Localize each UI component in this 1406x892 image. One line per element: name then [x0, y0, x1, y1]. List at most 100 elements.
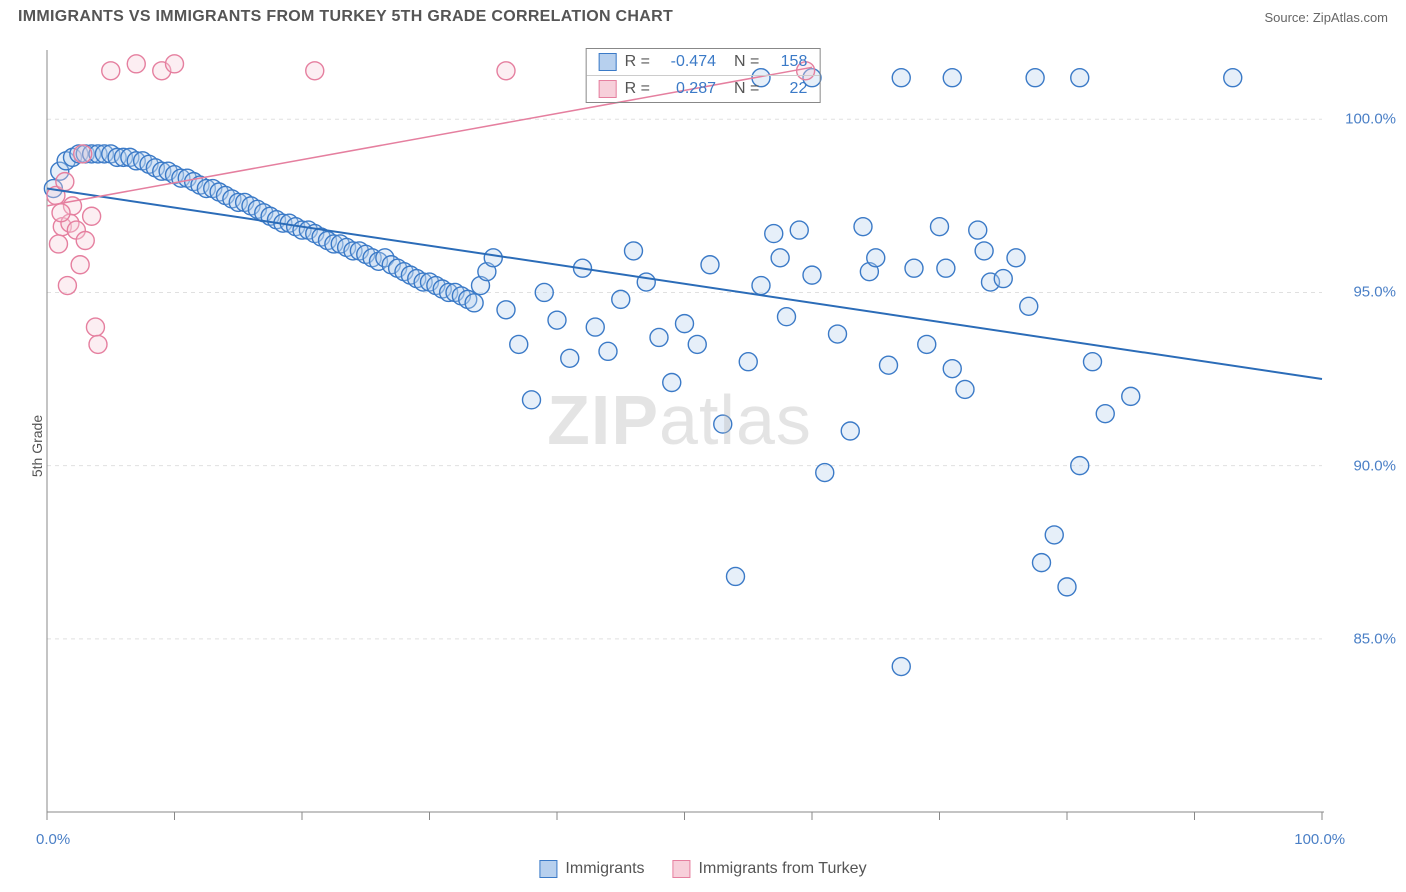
scatter-point	[727, 567, 745, 585]
scatter-point	[586, 318, 604, 336]
scatter-point	[497, 62, 515, 80]
scatter-point	[854, 218, 872, 236]
scatter-point	[58, 277, 76, 295]
scatter-point	[969, 221, 987, 239]
n-value: 158	[767, 53, 807, 71]
series-legend: Immigrants Immigrants from Turkey	[539, 860, 866, 878]
scatter-point	[816, 464, 834, 482]
scatter-point	[1058, 578, 1076, 596]
scatter-point	[625, 242, 643, 260]
scatter-point	[49, 235, 67, 253]
scatter-point	[166, 55, 184, 73]
scatter-point	[765, 225, 783, 243]
scatter-point	[637, 273, 655, 291]
scatter-point	[497, 301, 515, 319]
scatter-point	[739, 353, 757, 371]
n-value: 22	[767, 80, 807, 98]
chart-plot-area: ZIPatlas	[35, 48, 1324, 822]
legend-swatch	[673, 860, 691, 878]
scatter-point	[1071, 457, 1089, 475]
source-attribution: Source: ZipAtlas.com	[1264, 10, 1388, 25]
scatter-point	[1033, 554, 1051, 572]
scatter-point	[701, 256, 719, 274]
scatter-point	[688, 335, 706, 353]
scatter-point	[676, 315, 694, 333]
scatter-point	[829, 325, 847, 343]
y-tick-label: 100.0%	[1345, 111, 1396, 128]
scatter-point	[1224, 69, 1242, 87]
scatter-point	[1122, 387, 1140, 405]
scatter-point	[86, 318, 104, 336]
legend-swatch	[599, 80, 617, 98]
x-tick-label-min: 0.0%	[36, 831, 70, 848]
y-tick-label: 95.0%	[1353, 284, 1396, 301]
legend-swatch	[539, 860, 557, 878]
chart-title: IMMIGRANTS VS IMMIGRANTS FROM TURKEY 5TH…	[18, 8, 673, 26]
y-tick-label: 85.0%	[1353, 630, 1396, 647]
scatter-point	[905, 259, 923, 277]
legend-item: Immigrants	[539, 860, 644, 878]
scatter-point	[880, 356, 898, 374]
scatter-point	[1084, 353, 1102, 371]
r-value: -0.474	[658, 53, 716, 71]
scatter-point	[1071, 69, 1089, 87]
correlation-legend-row: R = -0.474 N = 158	[587, 49, 820, 75]
scatter-point	[650, 328, 668, 346]
scatter-point	[663, 374, 681, 392]
scatter-point	[918, 335, 936, 353]
scatter-point	[74, 145, 92, 163]
scatter-point	[1007, 249, 1025, 267]
legend-item: Immigrants from Turkey	[673, 860, 867, 878]
scatter-point	[306, 62, 324, 80]
scatter-point	[892, 658, 910, 676]
scatter-point	[1026, 69, 1044, 87]
n-label: N =	[734, 80, 759, 98]
scatter-point	[1020, 297, 1038, 315]
r-label: R =	[625, 80, 650, 98]
scatter-point	[510, 335, 528, 353]
scatter-point	[956, 380, 974, 398]
n-label: N =	[734, 53, 759, 71]
r-label: R =	[625, 53, 650, 71]
scatter-point	[1096, 405, 1114, 423]
scatter-point	[994, 270, 1012, 288]
scatter-point	[892, 69, 910, 87]
scatter-point	[71, 256, 89, 274]
scatter-point	[83, 207, 101, 225]
scatter-point	[943, 69, 961, 87]
scatter-point	[771, 249, 789, 267]
scatter-point	[599, 342, 617, 360]
legend-label: Immigrants	[565, 860, 644, 878]
y-tick-label: 90.0%	[1353, 457, 1396, 474]
scatter-point	[1045, 526, 1063, 544]
scatter-point	[790, 221, 808, 239]
scatter-point	[523, 391, 541, 409]
scatter-point	[535, 283, 553, 301]
scatter-point	[561, 349, 579, 367]
legend-label: Immigrants from Turkey	[699, 860, 867, 878]
scatter-point	[89, 335, 107, 353]
scatter-point	[102, 62, 120, 80]
correlation-legend-row: R = 0.287 N = 22	[587, 75, 820, 102]
scatter-point	[975, 242, 993, 260]
title-bar: IMMIGRANTS VS IMMIGRANTS FROM TURKEY 5TH…	[0, 0, 1406, 30]
trendline	[47, 189, 1322, 379]
scatter-point	[943, 360, 961, 378]
legend-swatch	[599, 53, 617, 71]
scatter-point	[931, 218, 949, 236]
scatter-point	[937, 259, 955, 277]
scatter-point	[841, 422, 859, 440]
scatter-point	[612, 290, 630, 308]
scatter-point	[752, 277, 770, 295]
scatter-point	[127, 55, 145, 73]
scatter-point	[867, 249, 885, 267]
scatter-point	[484, 249, 502, 267]
scatter-point	[803, 266, 821, 284]
scatter-point	[52, 204, 70, 222]
scatter-point	[778, 308, 796, 326]
scatter-point	[465, 294, 483, 312]
scatter-point	[56, 173, 74, 191]
scatter-point	[548, 311, 566, 329]
correlation-legend: R = -0.474 N = 158 R = 0.287 N = 22	[586, 48, 821, 103]
r-value: 0.287	[658, 80, 716, 98]
